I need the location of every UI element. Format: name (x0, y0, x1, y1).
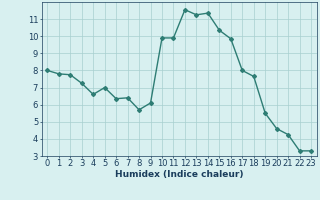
X-axis label: Humidex (Indice chaleur): Humidex (Indice chaleur) (115, 170, 244, 179)
